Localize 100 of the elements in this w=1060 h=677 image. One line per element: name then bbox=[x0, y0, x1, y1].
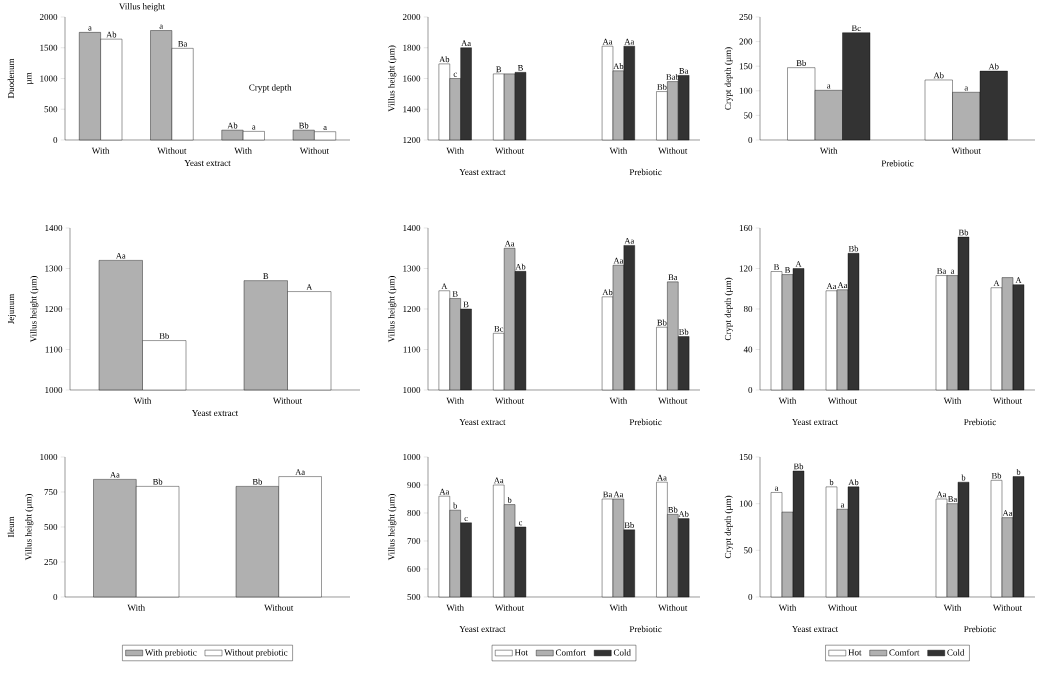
y-tick-label: 600 bbox=[407, 565, 421, 573]
y-tick-label: 1800 bbox=[403, 44, 421, 51]
x-tick-label: Without bbox=[272, 397, 303, 404]
x-tick-label: Without bbox=[495, 147, 525, 154]
y-tick-label: 1400 bbox=[45, 224, 63, 232]
x-tick-label: Without bbox=[992, 397, 1023, 404]
data-label: B bbox=[517, 65, 523, 71]
y-tick-label: 1100 bbox=[403, 346, 421, 353]
x-axis-title: Yeast extract bbox=[191, 410, 239, 417]
data-label: Aa bbox=[624, 238, 635, 244]
y-tick-label: 200 bbox=[739, 38, 753, 45]
data-label: b bbox=[1016, 468, 1021, 475]
legend-label: Cold bbox=[613, 649, 631, 656]
y-tick-label: 2000 bbox=[402, 13, 421, 21]
y-axis-title: Villus height (µm) bbox=[388, 276, 397, 343]
x-tick-label: With bbox=[234, 147, 252, 154]
y-tick-label: 1000 bbox=[403, 453, 421, 461]
data-label: a bbox=[159, 24, 163, 29]
y-axis-title: Crypt depth (µm) bbox=[724, 47, 733, 110]
legend-label: With prebiotic bbox=[144, 649, 197, 658]
x-tick-label: With bbox=[943, 397, 962, 404]
data-label: Bb bbox=[848, 245, 859, 252]
y-tick-label: 900 bbox=[407, 481, 421, 489]
data-label: Bb bbox=[657, 83, 667, 90]
x-tick-label: Without bbox=[827, 604, 858, 611]
y-tick-label: 1000 bbox=[403, 386, 421, 394]
x-axis-title: Yeast extract bbox=[184, 160, 231, 167]
data-label: Aa bbox=[613, 491, 624, 498]
data-label: B bbox=[773, 264, 779, 270]
data-label: Ab bbox=[227, 122, 238, 129]
data-label: Aa bbox=[837, 282, 848, 289]
y-tick-label: 700 bbox=[407, 537, 421, 545]
text: Prebiotic bbox=[629, 625, 662, 633]
data-label: B bbox=[263, 273, 269, 279]
text: Prebiotic bbox=[964, 418, 996, 426]
data-label: Ab bbox=[613, 63, 624, 70]
data-label: Bb bbox=[991, 472, 1002, 479]
text: Yeast extract bbox=[791, 625, 839, 632]
data-label: Aa bbox=[1002, 510, 1013, 516]
y-axis-title: µm bbox=[27, 72, 34, 85]
x-tick-label: Without bbox=[992, 604, 1023, 611]
data-label: Ba bbox=[948, 496, 958, 502]
data-label: Bb bbox=[624, 522, 634, 529]
y-tick-label: 1200 bbox=[45, 305, 63, 313]
data-label: Ab bbox=[933, 72, 944, 79]
y-tick-label: 1400 bbox=[403, 106, 421, 113]
text: Duodenum bbox=[7, 58, 15, 99]
data-label: Ab bbox=[106, 31, 117, 38]
x-tick-label: With bbox=[446, 397, 464, 404]
data-label: A bbox=[441, 283, 448, 290]
y-tick-label: 500 bbox=[407, 593, 421, 601]
x-tick-label: Without bbox=[264, 604, 294, 611]
text: Yeast extract bbox=[791, 418, 839, 425]
y-axis-title: Villus height (µm) bbox=[30, 276, 39, 343]
y-tick-label: 750 bbox=[44, 488, 58, 496]
data-label: Aa bbox=[624, 38, 635, 45]
data-label: Ba bbox=[937, 268, 947, 274]
y-tick-label: 1000 bbox=[40, 453, 58, 461]
data-label: a bbox=[964, 86, 969, 91]
legend-label: Comfort bbox=[555, 649, 586, 656]
y-tick-label: 1500 bbox=[40, 44, 58, 51]
legend-label: Without prebiotic bbox=[224, 649, 288, 658]
legend-label: Hot bbox=[848, 649, 862, 656]
x-tick-label: With bbox=[778, 397, 797, 404]
data-label: B bbox=[452, 291, 458, 297]
data-label: A bbox=[306, 284, 313, 290]
data-label: Ba bbox=[603, 491, 613, 498]
y-axis-title: Villus height (µm) bbox=[388, 494, 397, 561]
data-label: Ab bbox=[602, 289, 613, 296]
y-tick-label: 150 bbox=[739, 453, 753, 461]
data-label: b bbox=[961, 474, 966, 481]
data-label: c bbox=[453, 72, 457, 77]
y-tick-label: 1300 bbox=[403, 265, 421, 272]
y-tick-label: 100 bbox=[739, 87, 753, 94]
text: Yeast extract bbox=[459, 168, 506, 175]
data-label: Bb bbox=[159, 332, 169, 339]
data-label: c bbox=[464, 517, 468, 522]
data-label: Bb bbox=[958, 229, 969, 236]
data-label: B bbox=[496, 66, 502, 73]
data-label: Bb bbox=[657, 319, 667, 326]
y-tick-label: 0 bbox=[53, 136, 58, 144]
data-label: a bbox=[774, 486, 779, 491]
data-label: Bb bbox=[793, 463, 804, 470]
data-label: B bbox=[784, 267, 790, 273]
y-axis-title: Crypt depth (µm) bbox=[724, 495, 733, 559]
x-tick-label: With bbox=[609, 147, 628, 154]
data-label: Ab bbox=[848, 479, 859, 486]
x-tick-label: Without bbox=[495, 604, 525, 611]
y-tick-label: 2000 bbox=[39, 13, 58, 21]
data-label: Aa bbox=[826, 283, 837, 290]
data-label: Aa bbox=[613, 257, 624, 264]
x-tick-label: Without bbox=[658, 147, 688, 154]
data-label: a bbox=[827, 84, 831, 89]
x-tick-label: With bbox=[609, 397, 628, 404]
data-label: Bb bbox=[252, 478, 263, 485]
data-label: Bb bbox=[796, 59, 806, 66]
data-label: Bb bbox=[668, 506, 678, 513]
y-tick-label: 50 bbox=[744, 112, 753, 119]
x-tick-label: Without bbox=[658, 604, 688, 611]
x-tick-label: Without bbox=[658, 397, 688, 404]
